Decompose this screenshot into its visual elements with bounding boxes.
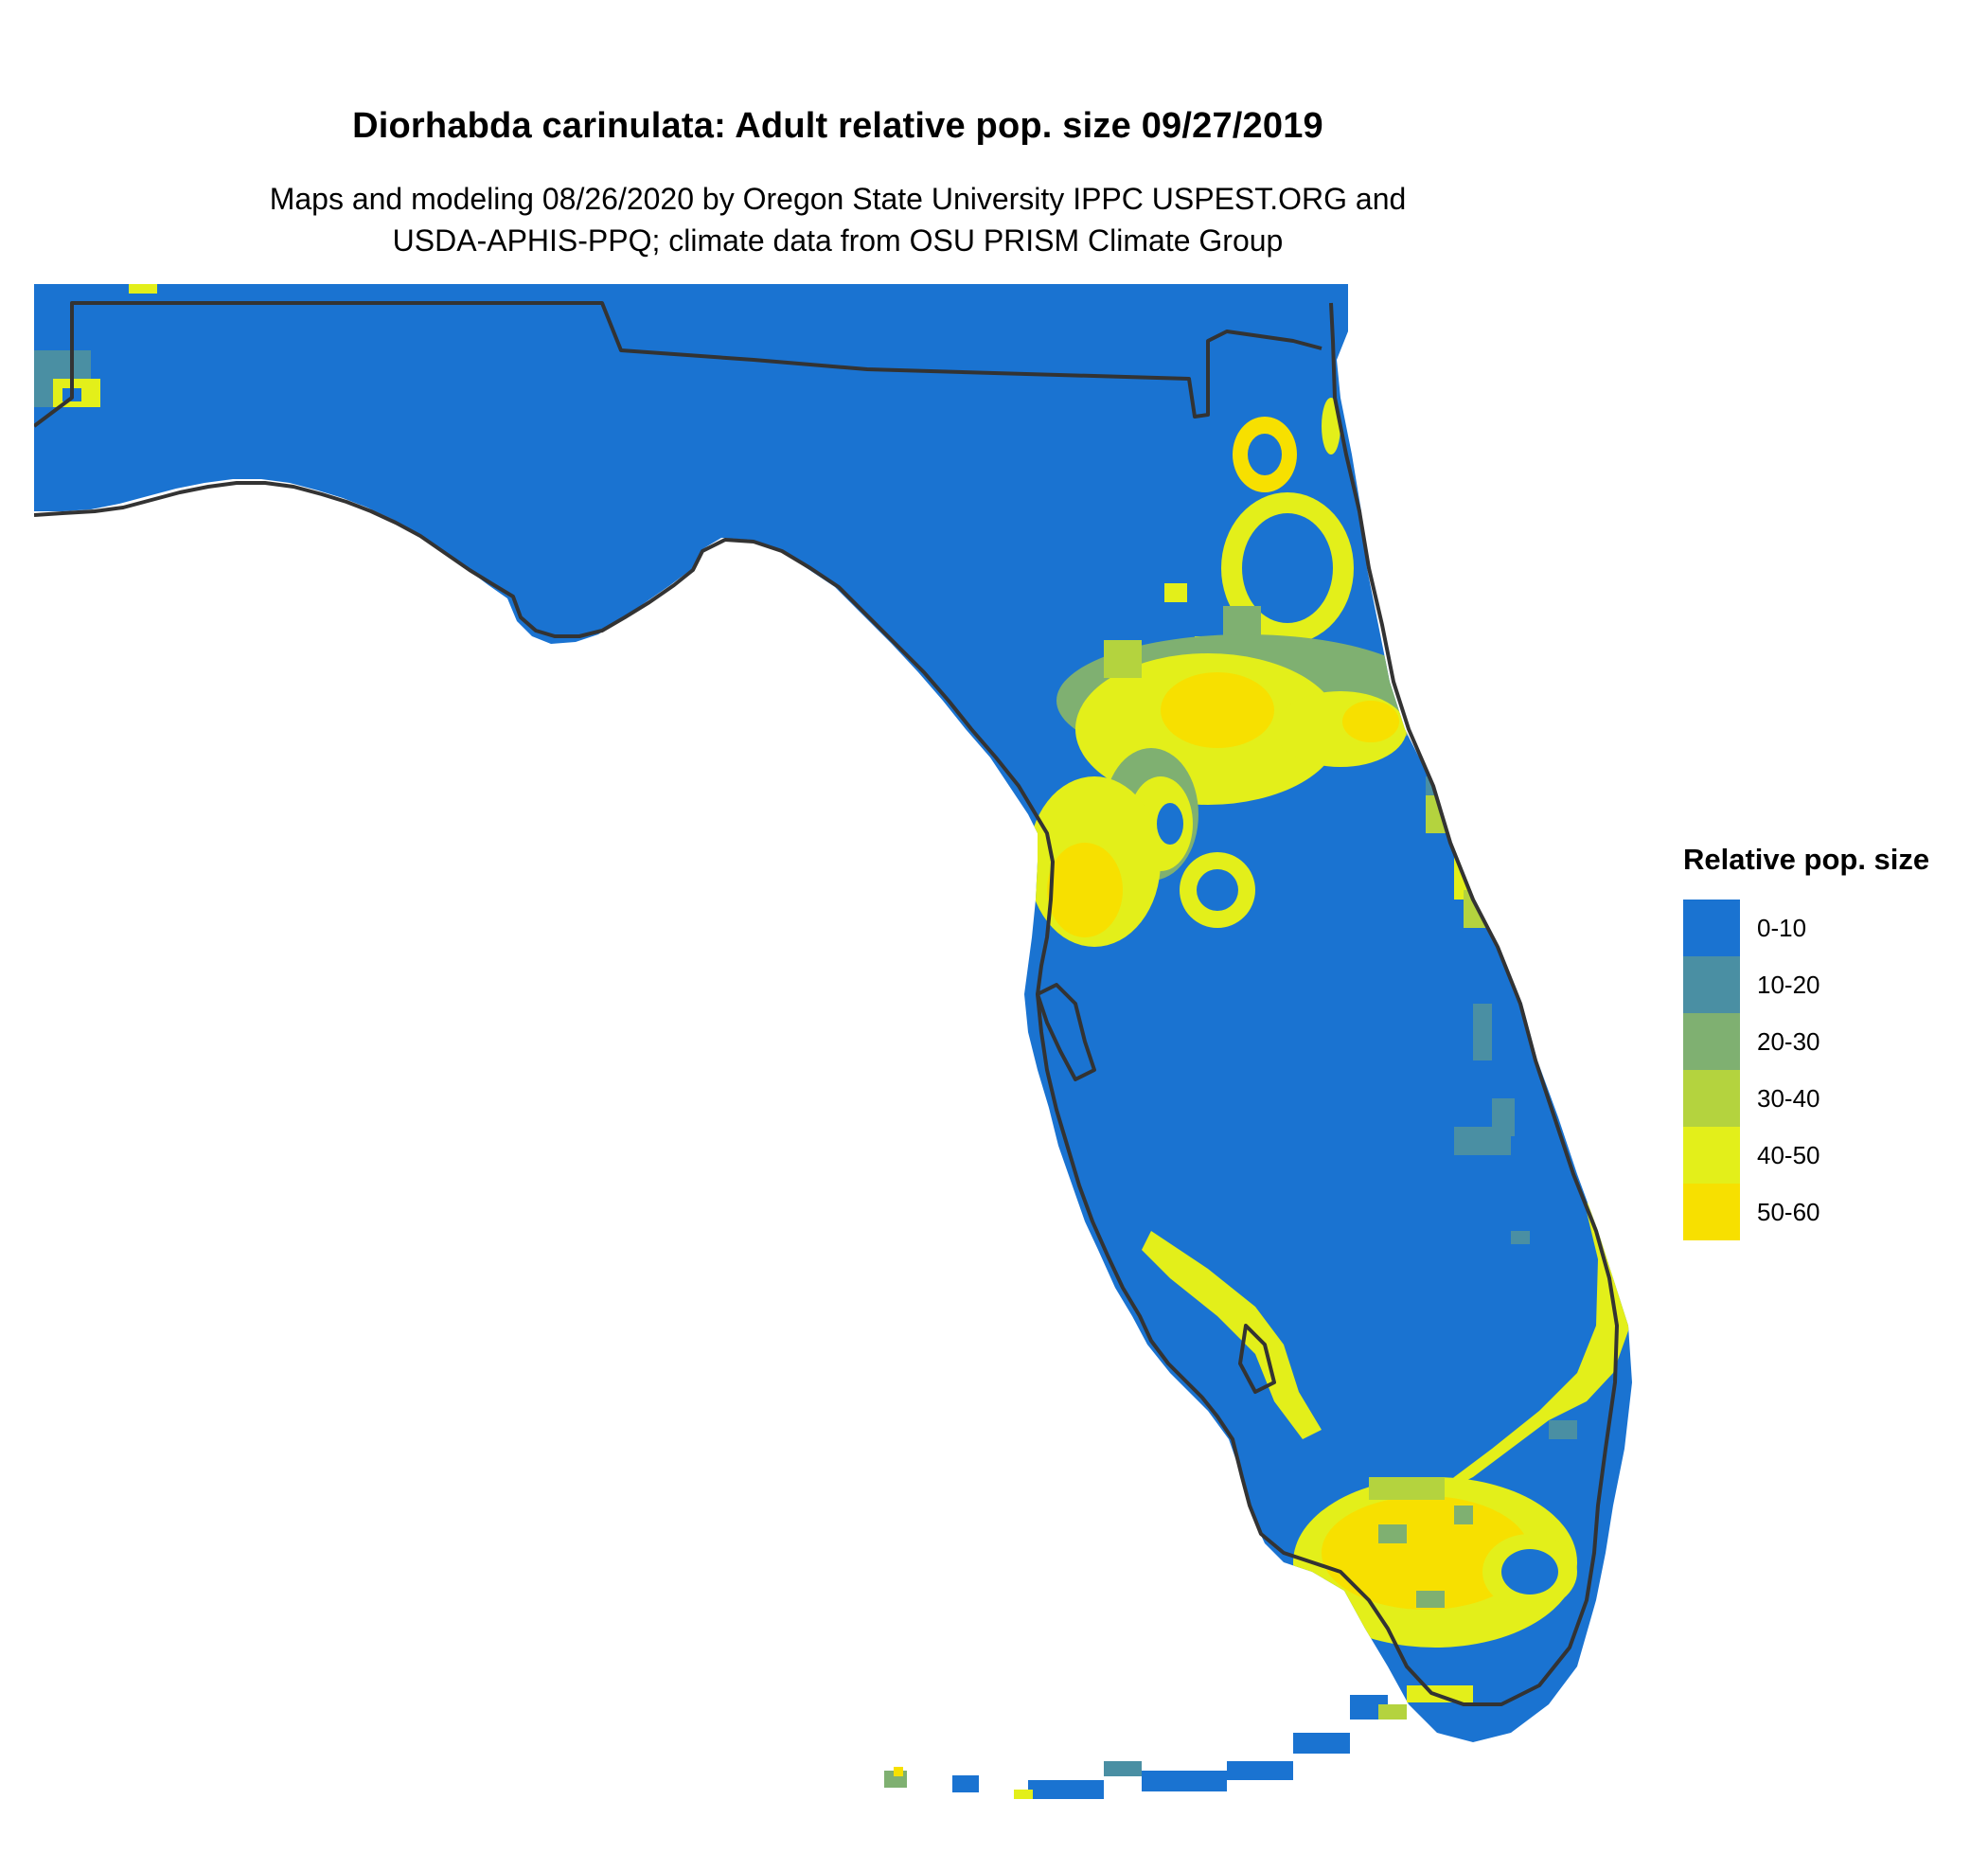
florida-keys [884, 1685, 1473, 1799]
map-subtitle: Maps and modeling 08/26/2020 by Oregon S… [0, 178, 1676, 261]
map-canvas [34, 284, 1632, 1799]
state-border-north [34, 301, 1322, 428]
subtitle-line-2: USDA-APHIS-PPQ; climate data from OSU PR… [392, 223, 1284, 258]
legend-label: 40-50 [1757, 1140, 1820, 1169]
legend-items: 0-10 10-20 20-30 30-40 40-50 50-60 [1683, 900, 1967, 1240]
legend-item: 50-60 [1683, 1184, 1967, 1240]
legend-item: 40-50 [1683, 1127, 1967, 1184]
boundaries [34, 301, 1619, 1706]
coastline [34, 302, 1619, 1706]
legend-label: 30-40 [1757, 1083, 1820, 1113]
legend-label: 0-10 [1757, 913, 1807, 942]
legend-swatch [1683, 1013, 1740, 1070]
legend-label: 10-20 [1757, 970, 1820, 999]
zone-southwest [1142, 1231, 1322, 1439]
legend-swatch [1683, 1127, 1740, 1184]
zone-interior [1426, 776, 1577, 1439]
zone-tampa [1028, 776, 1255, 947]
legend-item: 0-10 [1683, 900, 1967, 956]
legend-swatch [1683, 900, 1740, 956]
map-title: Diorhabda carinulata: Adult relative pop… [352, 106, 1323, 146]
legend: Relative pop. size 0-10 10-20 20-30 30-4… [1683, 843, 1967, 1240]
legend-label: 20-30 [1757, 1026, 1820, 1056]
legend-item: 20-30 [1683, 1013, 1967, 1070]
legend-swatch [1683, 1184, 1740, 1240]
population-zones [34, 284, 1630, 1648]
legend-item: 30-40 [1683, 1070, 1967, 1127]
legend-swatch [1683, 1070, 1740, 1127]
legend-item: 10-20 [1683, 956, 1967, 1013]
legend-title: Relative pop. size [1683, 843, 1930, 876]
subtitle-line-1: Maps and modeling 08/26/2020 by Oregon S… [269, 182, 1407, 216]
legend-swatch [1683, 956, 1740, 1013]
florida-map [34, 284, 1634, 1799]
zone-everglades [1293, 1477, 1577, 1648]
tampa-bay [1036, 983, 1096, 1081]
lake-okeechobee-outline [1238, 1324, 1276, 1394]
legend-label: 50-60 [1757, 1197, 1820, 1226]
